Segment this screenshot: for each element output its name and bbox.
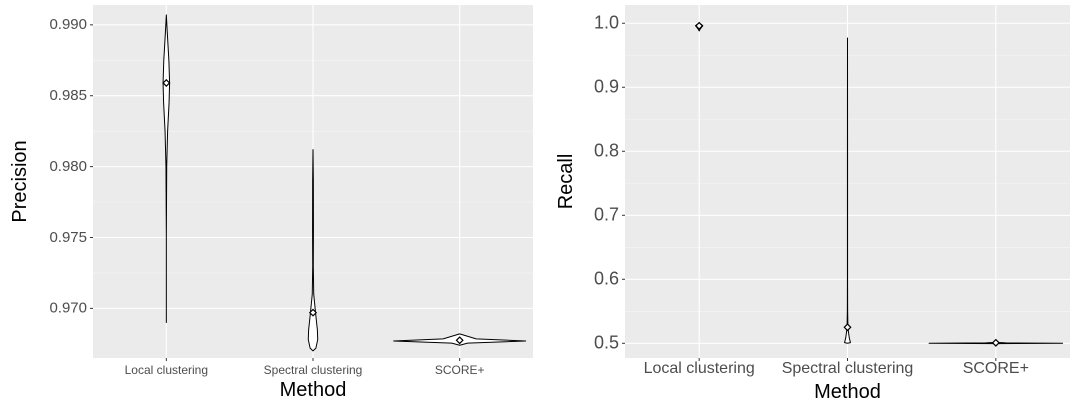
x-axis-title: Method bbox=[280, 379, 347, 401]
y-tick-label: 0.5 bbox=[594, 333, 619, 353]
y-tick-label: 0.975 bbox=[49, 229, 87, 246]
x-tick-label: Spectral clustering bbox=[264, 363, 363, 377]
mean-point bbox=[843, 323, 852, 332]
x-tick-label: Spectral clustering bbox=[782, 360, 914, 377]
mean-point bbox=[991, 338, 1000, 347]
mean-point bbox=[162, 78, 171, 88]
y-tick-label: 0.9 bbox=[594, 77, 619, 97]
x-axis-title: Method bbox=[814, 381, 881, 403]
y-tick-label: 0.990 bbox=[49, 16, 87, 33]
mean-point bbox=[455, 336, 464, 345]
y-tick-label: 0.6 bbox=[594, 269, 619, 289]
mean-point bbox=[695, 21, 704, 30]
x-tick-label: SCORE+ bbox=[963, 360, 1029, 377]
y-tick-label: 0.7 bbox=[594, 205, 619, 225]
y-tick-label: 1.0 bbox=[594, 13, 619, 33]
x-tick-label: Local clustering bbox=[125, 363, 208, 377]
y-tick-label: 0.970 bbox=[49, 300, 87, 317]
violin-local-clustering bbox=[162, 14, 171, 324]
y-tick-label: 0.980 bbox=[49, 158, 87, 175]
y-axis-title: Precision bbox=[9, 140, 31, 222]
violin-spectral-clustering bbox=[844, 37, 851, 344]
panel-recall: 0.5 0.6 0.7 0.8 0.9 1.0 Local clustering Spectr… bbox=[555, 5, 1070, 403]
y-axis-title: Recall bbox=[555, 154, 577, 210]
panel-precision: 0.970 0.975 0.980 0.985 0.990 Local clusterin… bbox=[9, 5, 533, 401]
x-tick-label: Local clustering bbox=[644, 360, 755, 377]
x-tick-label: SCORE+ bbox=[435, 363, 485, 377]
y-tick-label: 0.985 bbox=[49, 87, 87, 104]
violin-spectral-clustering bbox=[307, 149, 319, 352]
mean-point bbox=[308, 308, 318, 317]
y-tick-label: 0.8 bbox=[594, 141, 619, 161]
